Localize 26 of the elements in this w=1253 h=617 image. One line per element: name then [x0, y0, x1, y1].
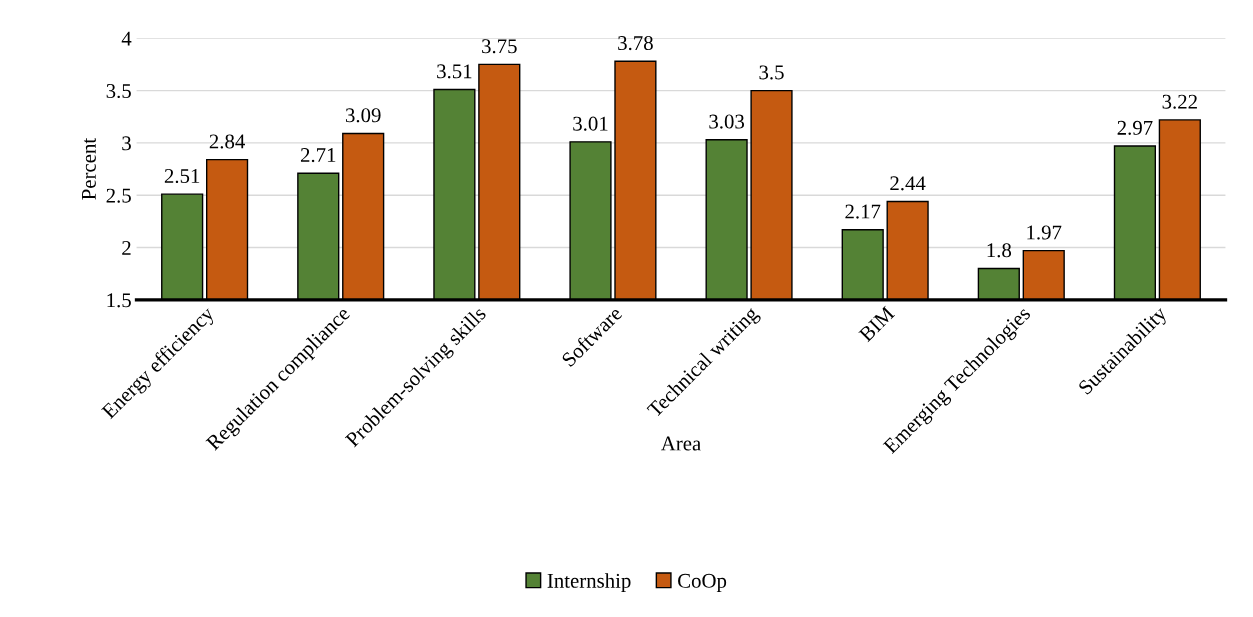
data-label: 1.97: [1027, 225, 1062, 240]
data-label: 2.17: [845, 204, 881, 219]
data-label: 3.78: [618, 36, 653, 51]
data-label: 1.8: [987, 243, 1012, 258]
data-label: 3.51: [437, 64, 472, 79]
data-label: 3.22: [1162, 94, 1197, 109]
legend-label: CoOp: [678, 573, 727, 593]
data-label: 3.5: [759, 65, 784, 80]
data-label: 2.71: [300, 148, 336, 163]
y-tick-label: 3.5: [106, 84, 131, 99]
legend-label: Internship: [547, 573, 631, 593]
data-label: 2.44: [890, 176, 926, 191]
y-axis-title: Percent: [82, 137, 96, 200]
data-label: 3.75: [482, 39, 517, 54]
data-label: 3.01: [573, 116, 608, 131]
data-label: 2.51: [164, 169, 200, 184]
data-label: 3.03: [709, 114, 745, 129]
x-axis-title: Area: [660, 436, 701, 451]
y-tick-label: 2: [122, 240, 131, 255]
data-label: 2.97: [1117, 120, 1153, 135]
y-tick-label: 1.5: [107, 293, 131, 308]
y-tick-label: 3: [122, 136, 131, 151]
y-tick-label: 2.5: [106, 188, 131, 203]
y-tick-label: 4: [121, 31, 132, 46]
data-label: 2.84: [209, 134, 245, 149]
data-label: 3.09: [345, 108, 381, 123]
